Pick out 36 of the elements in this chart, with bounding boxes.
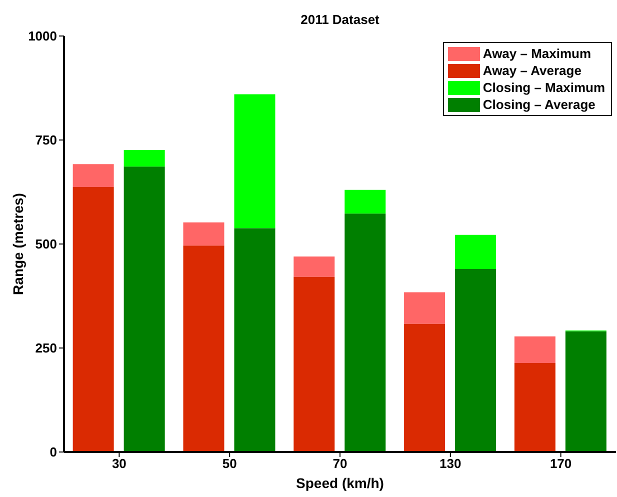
chart-title: 2011 Dataset	[300, 12, 380, 27]
x-tick-label: 30	[112, 456, 126, 472]
y-tick-label: 500	[35, 236, 57, 252]
y-tick-label: 1000	[28, 28, 57, 44]
bar	[234, 94, 276, 228]
bar	[294, 256, 335, 277]
bar	[183, 246, 224, 452]
bar	[294, 276, 335, 452]
y-axis-title: Range (metres)	[10, 193, 26, 295]
bar	[344, 190, 386, 214]
bar	[455, 268, 496, 452]
bar	[565, 331, 606, 452]
legend-label: Away – Maximum	[482, 46, 592, 61]
x-tick-label: 70	[332, 456, 348, 472]
x-tick-label: 50	[222, 456, 237, 472]
y-tick-label: 250	[35, 340, 57, 356]
bar	[514, 336, 556, 363]
legend-label: Away – Average	[482, 63, 582, 78]
bar	[124, 150, 165, 167]
x-axis-title: Speed (km/h)	[296, 475, 384, 491]
y-tick-label: 750	[35, 132, 57, 148]
bar	[183, 222, 224, 246]
y-tick-label: 0	[50, 444, 57, 460]
bar	[72, 164, 114, 188]
bar	[404, 292, 446, 324]
x-tick-label: 170	[550, 456, 572, 472]
legend-label: Closing – Average	[482, 97, 596, 112]
bar	[455, 234, 496, 269]
bar	[234, 228, 276, 452]
bar	[514, 362, 556, 452]
bar	[72, 187, 114, 452]
bar	[404, 324, 446, 452]
x-tick-label: 130	[440, 456, 462, 472]
legend-label: Closing – Maximum	[482, 80, 605, 95]
bar	[124, 166, 165, 452]
bar	[344, 214, 386, 452]
